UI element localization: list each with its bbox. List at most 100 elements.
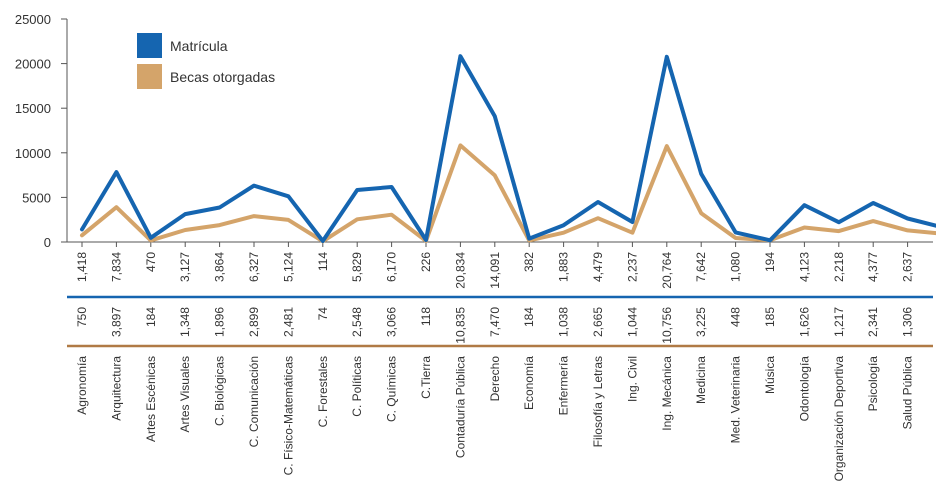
matricula-point [149, 236, 153, 240]
matricula-value-label: 4,479 [591, 252, 605, 282]
matricula-point [768, 238, 772, 242]
becas-value-label: 2,481 [281, 307, 295, 337]
category-label: C. Físico-Matemáticas [281, 356, 295, 475]
y-tick-label: 10000 [15, 146, 51, 161]
becas-point [837, 229, 841, 233]
becas-point [493, 173, 497, 177]
matricula-value-label: 7,834 [109, 252, 123, 282]
becas-point [458, 143, 462, 147]
becas-value-label: 2,341 [866, 307, 880, 337]
becas-value-label: 184 [522, 307, 536, 327]
matricula-value-label: 7,642 [694, 252, 708, 282]
becas-value-label: 3,066 [385, 307, 399, 337]
matricula-point [424, 238, 428, 242]
matricula-point [355, 188, 359, 192]
matricula-point [80, 227, 84, 231]
category-label: Agronomía [75, 356, 89, 415]
becas-point [286, 218, 290, 222]
matricula-point [665, 55, 669, 59]
becas-value-label: 2,899 [247, 307, 261, 337]
category-label: C. Políticas [350, 356, 364, 417]
matricula-value-label: 2,218 [832, 252, 846, 282]
matricula-point [871, 201, 875, 205]
becas-point [734, 236, 738, 240]
becas-point [596, 216, 600, 220]
category-label: C.Tierra [419, 356, 433, 399]
data-table: 1,418 7,834 470 3,127 3,864 6,327 5,124 114 5,82… [67, 252, 936, 482]
becas-point [802, 225, 806, 229]
matricula-point [458, 54, 462, 58]
legend-label-matricula: Matrícula [170, 38, 228, 54]
matricula-point [596, 200, 600, 204]
matricula-value-label: 2,637 [901, 252, 915, 282]
matricula-value-label: 1,883 [557, 252, 571, 282]
matricula-value-label: 20,764 [660, 252, 674, 289]
category-label: Salud Pública [901, 356, 915, 430]
series-line-becas-otorgadas [80, 143, 936, 244]
matricula-point [286, 194, 290, 198]
category-label: Derecho [488, 356, 502, 402]
becas-value-label: 10,835 [453, 307, 467, 344]
category-label: C. Forestales [316, 356, 330, 427]
category-label: Ing. Civil [625, 356, 639, 402]
legend-swatch-matricula [137, 33, 162, 58]
matricula-value-label: 4,377 [866, 252, 880, 282]
becas-point [355, 217, 359, 221]
becas-value-label: 1,626 [797, 307, 811, 337]
becas-value-label: 2,665 [591, 307, 605, 337]
category-label: Ing. Mecánica [660, 356, 674, 431]
becas-point [252, 214, 256, 218]
category-label: Filosofía y Letras [591, 356, 605, 447]
matricula-value-label: 6,327 [247, 252, 261, 282]
becas-value-label: 1,038 [557, 307, 571, 337]
becas-value-label: 185 [763, 307, 777, 327]
axis-layer: 0 5000 10000 15000 20000 25000 [15, 12, 933, 250]
matricula-point [252, 184, 256, 188]
becas-value-label: 1,044 [625, 307, 639, 337]
becas-value-label: 3,897 [109, 307, 123, 337]
becas-value-label: 1,217 [832, 307, 846, 337]
matricula-point [837, 220, 841, 224]
matricula-point [699, 172, 703, 176]
category-label: Artes Escénicas [144, 356, 158, 442]
becas-value-label: 10,756 [660, 307, 674, 344]
matricula-value-label: 226 [419, 252, 433, 272]
y-tick-label: 5000 [22, 190, 51, 205]
matricula-point [321, 239, 325, 243]
y-tick-label: 15000 [15, 101, 51, 116]
category-label: Economía [522, 356, 536, 410]
becas-point [699, 211, 703, 215]
becas-point [80, 233, 84, 237]
matricula-point [390, 185, 394, 189]
becas-value-label: 1,306 [901, 307, 915, 337]
matricula-value-label: 3,127 [178, 252, 192, 282]
becas-value-label: 448 [729, 307, 743, 327]
becas-value-label: 74 [316, 307, 330, 321]
category-label: C. Químicas [385, 356, 399, 422]
matricula-value-label: 6,170 [385, 252, 399, 282]
category-label: Med. Veterinaria [729, 356, 743, 444]
matricula-point [906, 216, 910, 220]
becas-point [630, 231, 634, 235]
y-tick-label: 0 [44, 235, 51, 250]
matricula-point [218, 206, 222, 210]
becas-point [183, 228, 187, 232]
matricula-value-label: 3,864 [213, 252, 227, 282]
series-line-matricula [80, 54, 936, 243]
matricula-value-label: 5,829 [350, 252, 364, 282]
category-label: C. Biológicas [213, 356, 227, 426]
legend: Matrícula Becas otorgadas [137, 33, 275, 89]
matricula-point [114, 170, 118, 174]
matricula-value-label: 194 [763, 252, 777, 272]
becas-point [218, 223, 222, 227]
matricula-value-label: 470 [144, 252, 158, 272]
series-layer [80, 54, 936, 244]
category-label: Organización Deportiva [832, 356, 846, 482]
y-tick-label: 20000 [15, 57, 51, 72]
becas-value-label: 1,896 [213, 307, 227, 337]
category-label: Música [763, 356, 777, 394]
matricula-value-label: 114 [316, 252, 330, 271]
becas-point [871, 219, 875, 223]
becas-value-label: 2,548 [350, 307, 364, 337]
